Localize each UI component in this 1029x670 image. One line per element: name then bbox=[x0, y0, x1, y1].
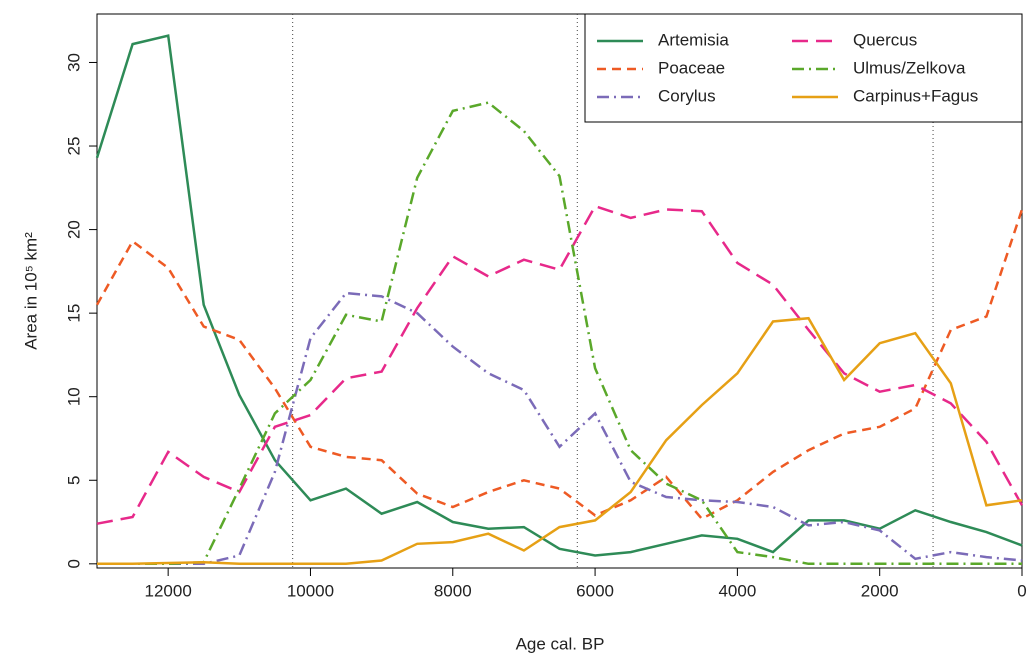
y-tick-label: 20 bbox=[64, 220, 83, 239]
x-tick-label: 6000 bbox=[576, 581, 614, 600]
series-line bbox=[95, 34, 1023, 557]
x-tick-label: 2000 bbox=[861, 581, 899, 600]
y-tick-label: 0 bbox=[64, 559, 83, 568]
series-line bbox=[95, 209, 1024, 521]
x-tick-label: 10000 bbox=[287, 581, 334, 600]
y-tick-label: 10 bbox=[64, 387, 83, 406]
legend: Artemisia Poaceae Corylus Quercus Ulmus/Zelk… bbox=[584, 13, 1023, 123]
series-line bbox=[97, 101, 1022, 566]
x-axis-label: Age cal. BP bbox=[516, 634, 605, 653]
y-tick-label: 15 bbox=[64, 304, 83, 323]
y-tick-label: 25 bbox=[64, 137, 83, 156]
x-tick-label: 0 bbox=[1017, 581, 1026, 600]
legend-label: Corylus bbox=[658, 86, 716, 105]
x-tick-label: 8000 bbox=[434, 581, 472, 600]
plot-frame bbox=[96, 13, 1023, 569]
legend-label: Quercus bbox=[853, 30, 917, 49]
legend-label: Carpinus+Fagus bbox=[853, 86, 978, 105]
series-line bbox=[97, 291, 1023, 566]
legend-label: Poaceae bbox=[658, 58, 725, 77]
y-tick-label: 5 bbox=[64, 476, 83, 485]
series-line bbox=[97, 316, 1023, 566]
series-line bbox=[96, 204, 1024, 525]
x-tick-label: 12000 bbox=[145, 581, 192, 600]
y-axis-label: Area in 10⁵ km² bbox=[21, 232, 40, 350]
x-tick-label: 4000 bbox=[718, 581, 756, 600]
y-tick-label: 30 bbox=[64, 53, 83, 72]
legend-label: Artemisia bbox=[658, 30, 729, 49]
legend-label: Ulmus/Zelkova bbox=[853, 58, 966, 77]
